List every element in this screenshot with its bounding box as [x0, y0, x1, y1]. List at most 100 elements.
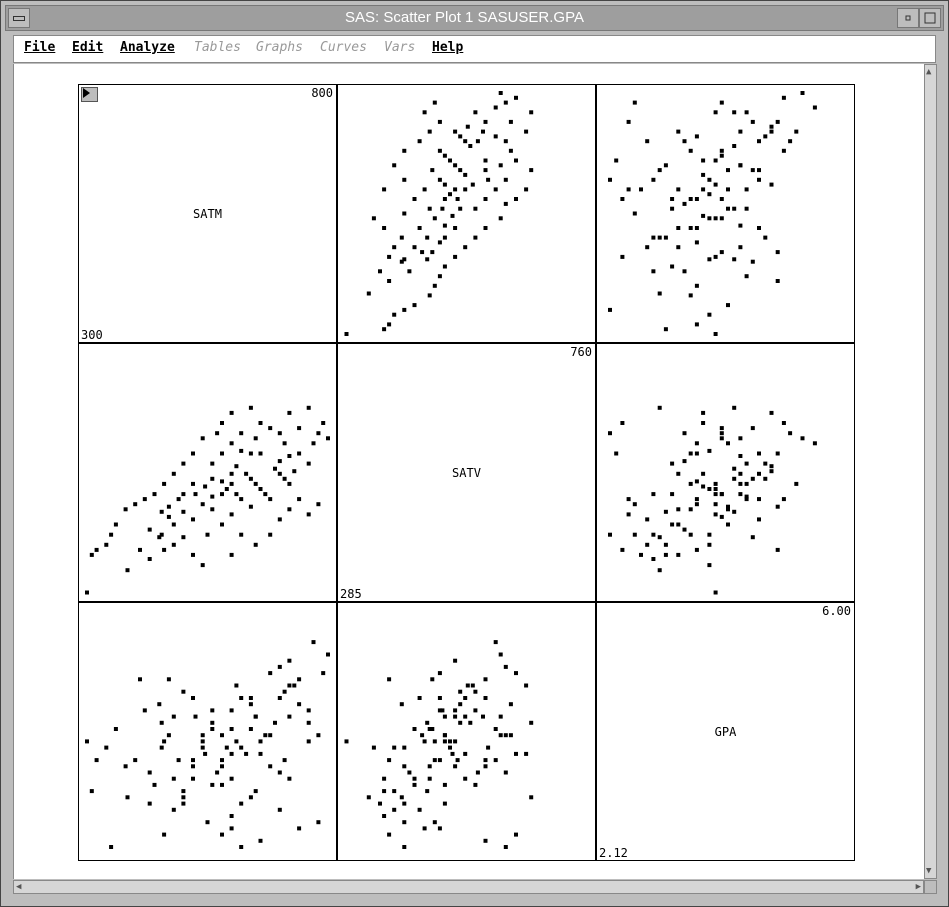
- scatter-point[interactable]: [210, 461, 215, 466]
- scatter-point[interactable]: [498, 714, 503, 719]
- scatter-point[interactable]: [412, 245, 417, 250]
- scatter-point[interactable]: [738, 245, 743, 250]
- scatter-point[interactable]: [713, 332, 718, 336]
- scatter-point[interactable]: [775, 504, 780, 509]
- scatter-point[interactable]: [663, 327, 668, 332]
- scatter-point[interactable]: [181, 801, 186, 806]
- scatter-point[interactable]: [422, 110, 427, 115]
- scatter-point[interactable]: [632, 502, 637, 507]
- scatter-point[interactable]: [113, 727, 118, 731]
- scatter-point[interactable]: [287, 776, 292, 781]
- scatter-point[interactable]: [732, 405, 737, 410]
- scatter-point[interactable]: [738, 436, 743, 441]
- scatter-point[interactable]: [769, 410, 774, 415]
- scatter-point[interactable]: [524, 187, 529, 192]
- scatter-point[interactable]: [382, 327, 387, 332]
- scatter-point[interactable]: [382, 776, 387, 781]
- scatter-point[interactable]: [263, 733, 268, 738]
- scatter-point[interactable]: [392, 745, 397, 750]
- scatter-point[interactable]: [769, 469, 774, 474]
- scatter-point[interactable]: [229, 751, 234, 756]
- panel-satm-vs-gpa[interactable]: [596, 84, 855, 343]
- scatter-point[interactable]: [614, 451, 619, 456]
- scatter-point[interactable]: [125, 568, 130, 573]
- scatter-point[interactable]: [645, 517, 650, 522]
- scatter-point[interactable]: [663, 552, 668, 557]
- scatter-point[interactable]: [229, 776, 234, 781]
- scatter-point[interactable]: [417, 226, 422, 230]
- scatter-point[interactable]: [133, 502, 138, 507]
- scatter-point[interactable]: [268, 497, 273, 502]
- scatter-point[interactable]: [442, 182, 447, 187]
- scatter-point[interactable]: [268, 764, 273, 769]
- scatter-point[interactable]: [608, 431, 612, 436]
- scatter-point[interactable]: [694, 547, 699, 552]
- scatter-point[interactable]: [277, 696, 282, 700]
- scatter-point[interactable]: [407, 770, 412, 775]
- scatter-point[interactable]: [701, 158, 706, 163]
- scatter-point[interactable]: [483, 696, 488, 700]
- scatter-point[interactable]: [239, 696, 244, 700]
- scatter-point[interactable]: [812, 441, 817, 446]
- scatter-point[interactable]: [442, 739, 447, 744]
- scroll-down-icon[interactable]: ▼: [926, 866, 932, 876]
- scatter-point[interactable]: [181, 689, 186, 694]
- scatter-point[interactable]: [455, 758, 460, 763]
- scatter-point[interactable]: [402, 177, 407, 182]
- scatter-point[interactable]: [707, 216, 712, 221]
- scatter-point[interactable]: [757, 497, 761, 502]
- scatter-point[interactable]: [738, 492, 743, 497]
- scatter-point[interactable]: [732, 144, 737, 148]
- scatter-point[interactable]: [171, 542, 176, 547]
- scatter-point[interactable]: [159, 720, 164, 725]
- scatter-point[interactable]: [458, 206, 463, 211]
- scatter-point[interactable]: [493, 758, 498, 763]
- scatter-point[interactable]: [89, 552, 94, 557]
- panel-satv-diagonal[interactable]: 760 SATV 285: [337, 343, 596, 602]
- scatter-point[interactable]: [694, 502, 699, 507]
- scatter-point[interactable]: [645, 139, 650, 144]
- scatter-point[interactable]: [763, 134, 768, 139]
- scatter-point[interactable]: [191, 758, 195, 763]
- scatter-point[interactable]: [287, 714, 292, 719]
- scatter-point[interactable]: [220, 492, 224, 497]
- scatter-point[interactable]: [200, 436, 205, 441]
- scatter-point[interactable]: [503, 733, 508, 738]
- scatter-point[interactable]: [757, 177, 761, 182]
- scatter-point[interactable]: [200, 502, 205, 507]
- scatter-point[interactable]: [676, 187, 681, 192]
- scatter-point[interactable]: [273, 466, 277, 471]
- scatter-point[interactable]: [473, 206, 478, 211]
- scatter-point[interactable]: [392, 789, 397, 794]
- scatter-point[interactable]: [277, 807, 282, 812]
- scatter-point[interactable]: [430, 250, 435, 255]
- scatter-point[interactable]: [200, 733, 205, 738]
- scatter-point[interactable]: [442, 714, 447, 719]
- scatter-point[interactable]: [258, 487, 263, 491]
- scatter-point[interactable]: [726, 441, 730, 446]
- scatter-point[interactable]: [483, 677, 488, 682]
- scatter-point[interactable]: [483, 158, 488, 163]
- scatter-point[interactable]: [750, 168, 755, 173]
- scatter-point[interactable]: [794, 129, 799, 134]
- scatter-point[interactable]: [316, 502, 321, 507]
- scatter-point[interactable]: [437, 274, 442, 279]
- scatter-point[interactable]: [694, 197, 699, 201]
- scatter-point[interactable]: [468, 720, 473, 725]
- scatter-point[interactable]: [297, 826, 302, 831]
- scatter-point[interactable]: [420, 250, 425, 255]
- scatter-point[interactable]: [670, 206, 675, 211]
- scatter-point[interactable]: [229, 441, 234, 446]
- scatter-point[interactable]: [392, 245, 397, 250]
- scatter-point[interactable]: [713, 216, 718, 221]
- scatter-point[interactable]: [220, 782, 224, 787]
- scatter-point[interactable]: [453, 739, 458, 744]
- scatter-point[interactable]: [794, 481, 799, 486]
- scatter-point[interactable]: [159, 745, 164, 750]
- scatter-point[interactable]: [719, 436, 724, 441]
- scatter-point[interactable]: [453, 764, 458, 769]
- scatter-point[interactable]: [632, 532, 637, 537]
- scatter-point[interactable]: [248, 504, 253, 509]
- scatter-point[interactable]: [203, 751, 208, 756]
- scatter-point[interactable]: [253, 714, 258, 719]
